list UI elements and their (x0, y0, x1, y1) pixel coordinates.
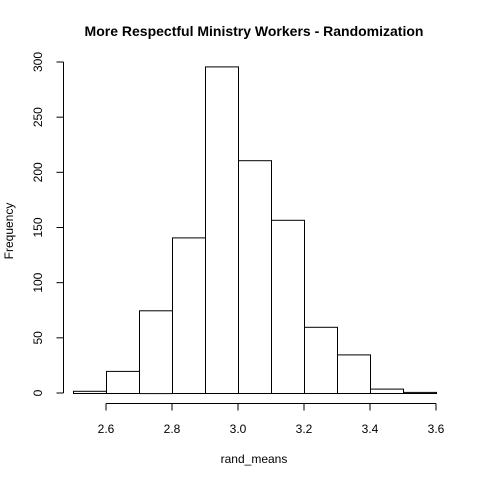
x-tick-label: 2.8 (164, 422, 181, 436)
histogram-bar-8 (337, 354, 371, 394)
x-axis-label: rand_means (221, 452, 288, 466)
histogram-bar-5 (238, 160, 272, 394)
histogram-bar-0 (73, 390, 107, 394)
chart-title: More Respectful Ministry Workers - Rando… (85, 23, 424, 39)
y-tick-label: 50 (31, 331, 45, 345)
histogram-bar-1 (106, 370, 140, 394)
histogram-bar-10 (403, 391, 437, 394)
histogram-bar-6 (271, 219, 305, 394)
y-axis: 0 50 100 150 200 250 300 (31, 52, 64, 396)
y-tick-label: 250 (31, 107, 45, 127)
y-tick-label: 150 (31, 217, 45, 237)
y-tick-label: 300 (31, 52, 45, 72)
x-tick-label: 3.4 (362, 422, 379, 436)
histogram-bar-9 (370, 388, 404, 395)
histogram-bar-2 (139, 310, 173, 395)
y-tick-label: 100 (31, 272, 45, 292)
histogram-bar-4 (205, 66, 239, 395)
x-tick-label: 2.6 (98, 422, 115, 436)
y-tick-label: 0 (31, 389, 45, 396)
histogram-bar-7 (304, 326, 338, 394)
x-tick-label: 3.2 (296, 422, 313, 436)
histogram-bar-3 (172, 237, 206, 394)
y-axis-label: Frequency (2, 203, 16, 260)
x-tick-label: 3.6 (428, 422, 445, 436)
bars-group (73, 66, 437, 395)
x-axis: 2.6 2.8 3.0 3.2 3.4 3.6 (98, 403, 445, 436)
x-tick-label: 3.0 (230, 422, 247, 436)
y-tick-label: 200 (31, 162, 45, 182)
